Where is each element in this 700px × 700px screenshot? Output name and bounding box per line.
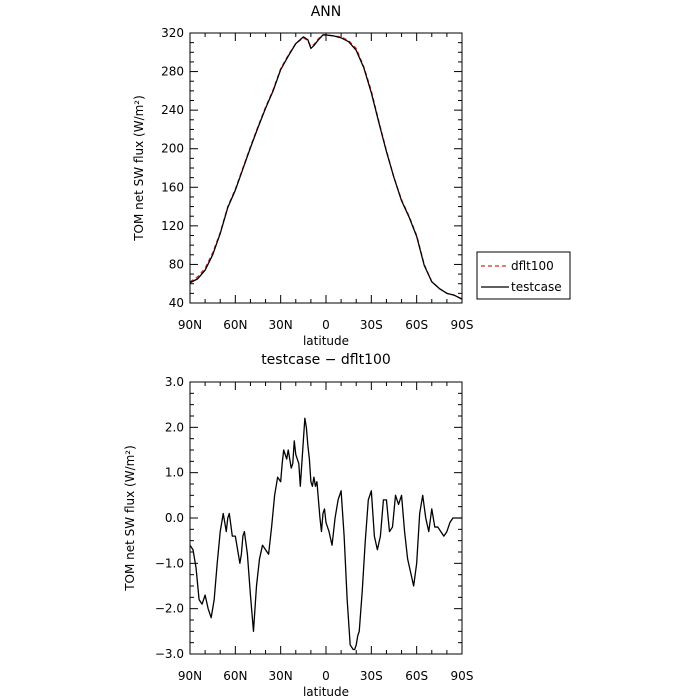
x-tick-label: 90N (178, 669, 202, 683)
x-tick-label: 90S (451, 669, 474, 683)
x-tick-label: 0 (322, 669, 330, 683)
legend-label-dflt100: dflt100 (511, 259, 554, 273)
y-tick-label: −2.0 (155, 602, 184, 616)
y-tick-label: 3.0 (165, 375, 184, 389)
y-tick-label: 120 (161, 219, 184, 233)
legend-box (476, 251, 571, 300)
top-x-tick-labels: 90N 60N 30N 0 30S 60S 90S (178, 318, 474, 332)
top-chart-title: ANN (311, 4, 342, 20)
x-tick-label: 60N (223, 669, 247, 683)
y-tick-label: 240 (161, 103, 184, 117)
bottom-chart-title: testcase − dflt100 (261, 352, 391, 368)
x-tick-label: 60S (405, 318, 428, 332)
y-tick-label: 320 (161, 26, 184, 40)
series-line-dflt100 (189, 34, 463, 300)
y-tick-label: 2.0 (165, 420, 184, 434)
top-y-axis-label: TOM net SW flux (W/m²) (132, 95, 146, 242)
x-tick-label: 60S (405, 669, 428, 683)
legend-label-testcase: testcase (511, 280, 562, 294)
top-axis-ticks (189, 32, 463, 304)
bottom-y-axis-label: TOM net SW flux (W/m²) (123, 445, 137, 592)
x-tick-label: 30N (269, 318, 293, 332)
y-tick-label: 280 (161, 65, 184, 79)
y-tick-label: −1.0 (155, 556, 184, 570)
y-tick-label: 1.0 (165, 466, 184, 480)
bottom-x-axis-label: latitude (303, 685, 349, 699)
bottom-plot-frame (189, 381, 463, 655)
bottom-x-tick-labels: 90N 60N 30N 0 30S 60S 90S (178, 669, 474, 683)
y-tick-label: −3.0 (155, 647, 184, 661)
bottom-y-tick-labels: 3.0 2.0 1.0 0.0 −1.0 −2.0 −3.0 (155, 375, 184, 661)
y-tick-label: 160 (161, 180, 184, 194)
y-tick-label: 0.0 (165, 511, 184, 525)
bottom-panel: testcase − dflt100 3.0 2.0 1.0 0.0 −1.0 −2.0 −… (123, 352, 473, 699)
x-tick-label: 30N (269, 669, 293, 683)
top-x-axis-label: latitude (303, 334, 349, 348)
x-tick-label: 30S (360, 318, 383, 332)
x-tick-label: 90S (451, 318, 474, 332)
x-tick-label: 0 (322, 318, 330, 332)
y-tick-label: 40 (169, 296, 184, 310)
top-y-tick-labels: 40 80 120 160 200 240 280 320 (161, 26, 184, 310)
top-series-lines (189, 34, 463, 300)
y-tick-label: 200 (161, 142, 184, 156)
series-line-difference (189, 417, 462, 651)
top-panel: ANN 40 80 120 160 200 240 280 320 90N 60N 30N 0 30S… (132, 4, 571, 348)
y-tick-label: 80 (169, 257, 184, 271)
x-tick-label: 60N (223, 318, 247, 332)
x-tick-label: 30S (360, 669, 383, 683)
x-tick-label: 90N (178, 318, 202, 332)
bottom-series-lines (189, 417, 462, 651)
legend: dflt100 testcase (476, 251, 571, 300)
top-plot-frame (189, 32, 463, 304)
series-line-testcase (189, 34, 463, 300)
